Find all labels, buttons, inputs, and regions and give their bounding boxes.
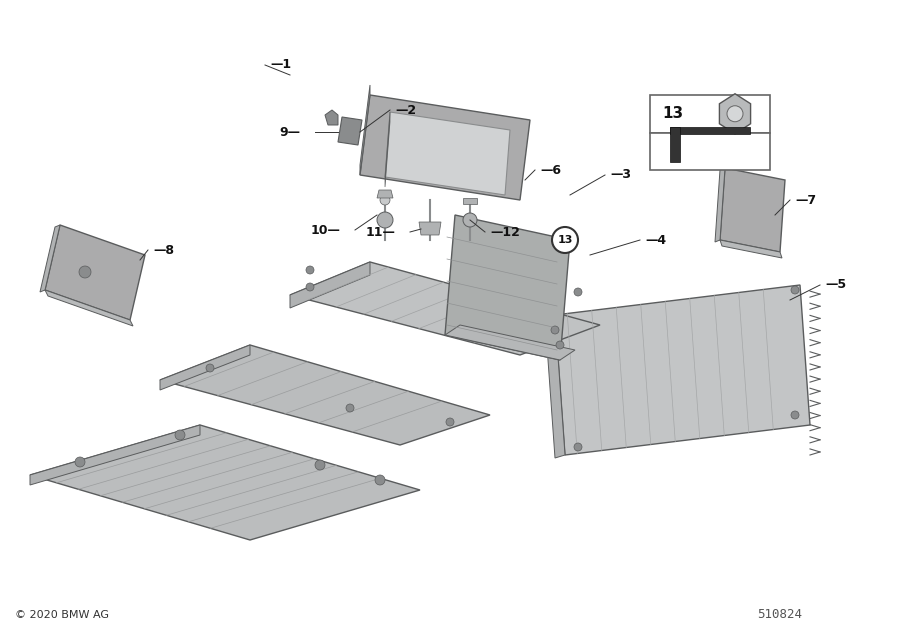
- Polygon shape: [160, 345, 490, 445]
- Circle shape: [380, 195, 390, 205]
- Circle shape: [552, 227, 578, 253]
- Polygon shape: [385, 112, 390, 187]
- Polygon shape: [419, 222, 441, 235]
- Text: 13: 13: [557, 235, 572, 245]
- Text: 13: 13: [662, 106, 683, 121]
- Polygon shape: [40, 225, 60, 292]
- Text: 10—: 10—: [310, 224, 340, 236]
- Circle shape: [551, 326, 559, 334]
- Circle shape: [574, 443, 582, 451]
- Text: 510824: 510824: [758, 609, 803, 622]
- Circle shape: [727, 106, 743, 122]
- Circle shape: [346, 404, 354, 412]
- Polygon shape: [30, 425, 420, 540]
- Circle shape: [306, 283, 314, 291]
- Polygon shape: [45, 225, 145, 320]
- Polygon shape: [720, 240, 782, 258]
- Polygon shape: [720, 168, 785, 252]
- Circle shape: [463, 213, 477, 227]
- Circle shape: [75, 457, 85, 467]
- Text: —12: —12: [490, 226, 520, 239]
- Polygon shape: [555, 285, 810, 455]
- Polygon shape: [545, 315, 565, 458]
- Polygon shape: [670, 127, 750, 134]
- Text: —4: —4: [645, 234, 666, 246]
- Circle shape: [375, 475, 385, 485]
- Polygon shape: [650, 95, 770, 132]
- Polygon shape: [670, 127, 680, 162]
- Polygon shape: [325, 110, 338, 125]
- Polygon shape: [715, 168, 725, 242]
- Polygon shape: [719, 94, 751, 134]
- Polygon shape: [30, 425, 200, 485]
- Circle shape: [574, 288, 582, 296]
- Text: —2: —2: [395, 103, 416, 117]
- Polygon shape: [445, 215, 570, 360]
- Circle shape: [206, 364, 214, 372]
- Polygon shape: [338, 117, 362, 145]
- Polygon shape: [445, 325, 575, 360]
- Text: —8: —8: [153, 244, 174, 256]
- Circle shape: [315, 460, 325, 470]
- Polygon shape: [290, 262, 600, 355]
- Polygon shape: [650, 132, 770, 170]
- Circle shape: [556, 341, 564, 349]
- Polygon shape: [160, 345, 250, 390]
- Text: —7: —7: [795, 193, 816, 207]
- Polygon shape: [290, 262, 370, 308]
- Circle shape: [446, 418, 454, 426]
- Circle shape: [306, 266, 314, 274]
- Polygon shape: [385, 112, 510, 195]
- Text: —6: —6: [540, 164, 561, 176]
- Circle shape: [791, 286, 799, 294]
- Polygon shape: [360, 95, 530, 200]
- Circle shape: [791, 411, 799, 419]
- Text: —5: —5: [825, 278, 846, 292]
- Polygon shape: [360, 85, 370, 175]
- Polygon shape: [377, 190, 393, 198]
- Circle shape: [377, 212, 393, 228]
- Circle shape: [175, 430, 185, 440]
- Text: © 2020 BMW AG: © 2020 BMW AG: [15, 610, 109, 620]
- Text: 9—: 9—: [279, 125, 300, 139]
- Text: 11—: 11—: [365, 226, 395, 239]
- Text: —3: —3: [610, 168, 631, 181]
- Polygon shape: [463, 198, 477, 204]
- Circle shape: [79, 266, 91, 278]
- Text: —1: —1: [270, 59, 291, 71]
- Polygon shape: [45, 290, 133, 326]
